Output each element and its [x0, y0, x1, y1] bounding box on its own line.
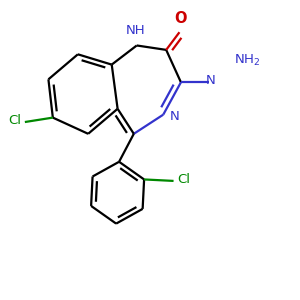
Text: Cl: Cl: [177, 173, 190, 186]
Text: NH$_2$: NH$_2$: [234, 52, 260, 68]
Text: N: N: [206, 74, 215, 87]
Text: O: O: [175, 11, 187, 26]
Text: Cl: Cl: [8, 114, 21, 127]
Text: NH: NH: [125, 24, 145, 37]
Text: N: N: [170, 110, 179, 123]
